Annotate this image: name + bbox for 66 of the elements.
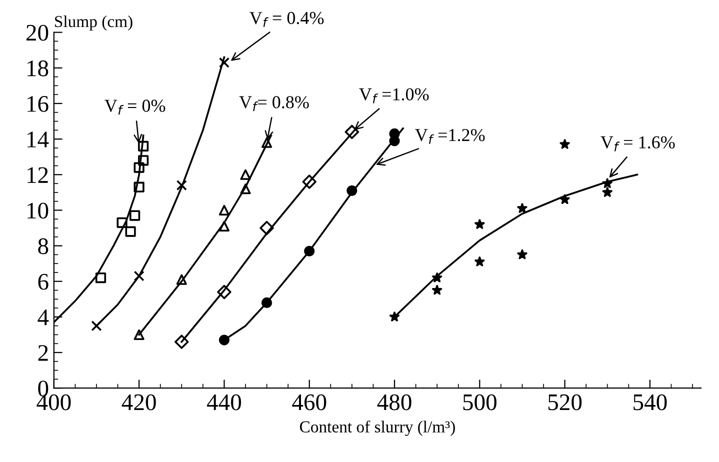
point bbox=[134, 329, 144, 340]
y-tick-label: 14 bbox=[28, 132, 49, 148]
point bbox=[302, 174, 316, 189]
y-tick-label: 8 bbox=[38, 238, 48, 254]
point bbox=[602, 187, 612, 197]
point bbox=[217, 284, 232, 300]
y-tick-label: 20 bbox=[26, 24, 48, 41]
point bbox=[560, 139, 570, 149]
y-tick-label: 16 bbox=[28, 96, 48, 112]
annotation: V$_{f}$ =1.2% bbox=[415, 128, 485, 144]
annotation: V$_{f}$ = 0.4% bbox=[250, 12, 324, 27]
point bbox=[176, 274, 187, 285]
point bbox=[130, 210, 140, 221]
point bbox=[240, 169, 251, 180]
point bbox=[260, 220, 274, 236]
point bbox=[389, 312, 400, 322]
point bbox=[116, 217, 128, 228]
point bbox=[174, 334, 189, 349]
point bbox=[176, 180, 187, 191]
point bbox=[218, 334, 230, 346]
x-tick-label: 500 bbox=[463, 394, 496, 410]
annotation: V$_{f}$ =1.0% bbox=[359, 88, 429, 104]
point bbox=[261, 297, 272, 308]
point bbox=[138, 155, 149, 166]
point bbox=[346, 185, 358, 196]
point bbox=[218, 204, 230, 216]
y-axis-title: Slump (cm) bbox=[55, 15, 132, 31]
x-axis-title: Content of slurry (l/m³) bbox=[300, 420, 455, 436]
y-tick-label: 0 bbox=[38, 380, 48, 397]
point bbox=[95, 272, 106, 284]
point bbox=[432, 272, 442, 282]
point bbox=[517, 203, 528, 213]
x-tick-label: 400 bbox=[36, 394, 71, 410]
y-tick-label: 4 bbox=[38, 310, 49, 326]
x-tick-label: 520 bbox=[548, 394, 582, 410]
point bbox=[134, 162, 144, 173]
point bbox=[138, 140, 149, 152]
point bbox=[517, 249, 528, 260]
annotation: V$_{f}$= 0.8% bbox=[239, 96, 309, 112]
point bbox=[91, 320, 102, 332]
y-tick-label: 6 bbox=[38, 274, 48, 290]
point bbox=[261, 137, 272, 148]
y-tick-label: 12 bbox=[28, 167, 48, 183]
annotation: V$_{f}$ = 0% bbox=[104, 100, 166, 115]
point bbox=[218, 220, 230, 232]
x-tick-label: 460 bbox=[292, 394, 326, 410]
x-tick-label: 440 bbox=[206, 394, 242, 410]
x-tick-label: 540 bbox=[634, 394, 667, 410]
point bbox=[344, 124, 360, 140]
point bbox=[134, 270, 144, 282]
point bbox=[125, 226, 136, 237]
point bbox=[218, 57, 230, 68]
y-tick-label: 10 bbox=[28, 202, 48, 219]
point bbox=[432, 284, 442, 295]
x-tick-label: 480 bbox=[377, 394, 412, 410]
point bbox=[474, 256, 485, 266]
y-tick-label: 18 bbox=[28, 60, 48, 76]
point bbox=[134, 182, 144, 192]
annotation: V$_{f}$ = 1.6% bbox=[600, 136, 675, 152]
point bbox=[560, 194, 570, 204]
y-tick-label: 2 bbox=[38, 345, 48, 361]
point bbox=[304, 246, 315, 256]
point bbox=[474, 219, 485, 229]
point bbox=[240, 184, 251, 194]
point bbox=[602, 178, 612, 188]
x-tick-label: 420 bbox=[122, 394, 156, 410]
